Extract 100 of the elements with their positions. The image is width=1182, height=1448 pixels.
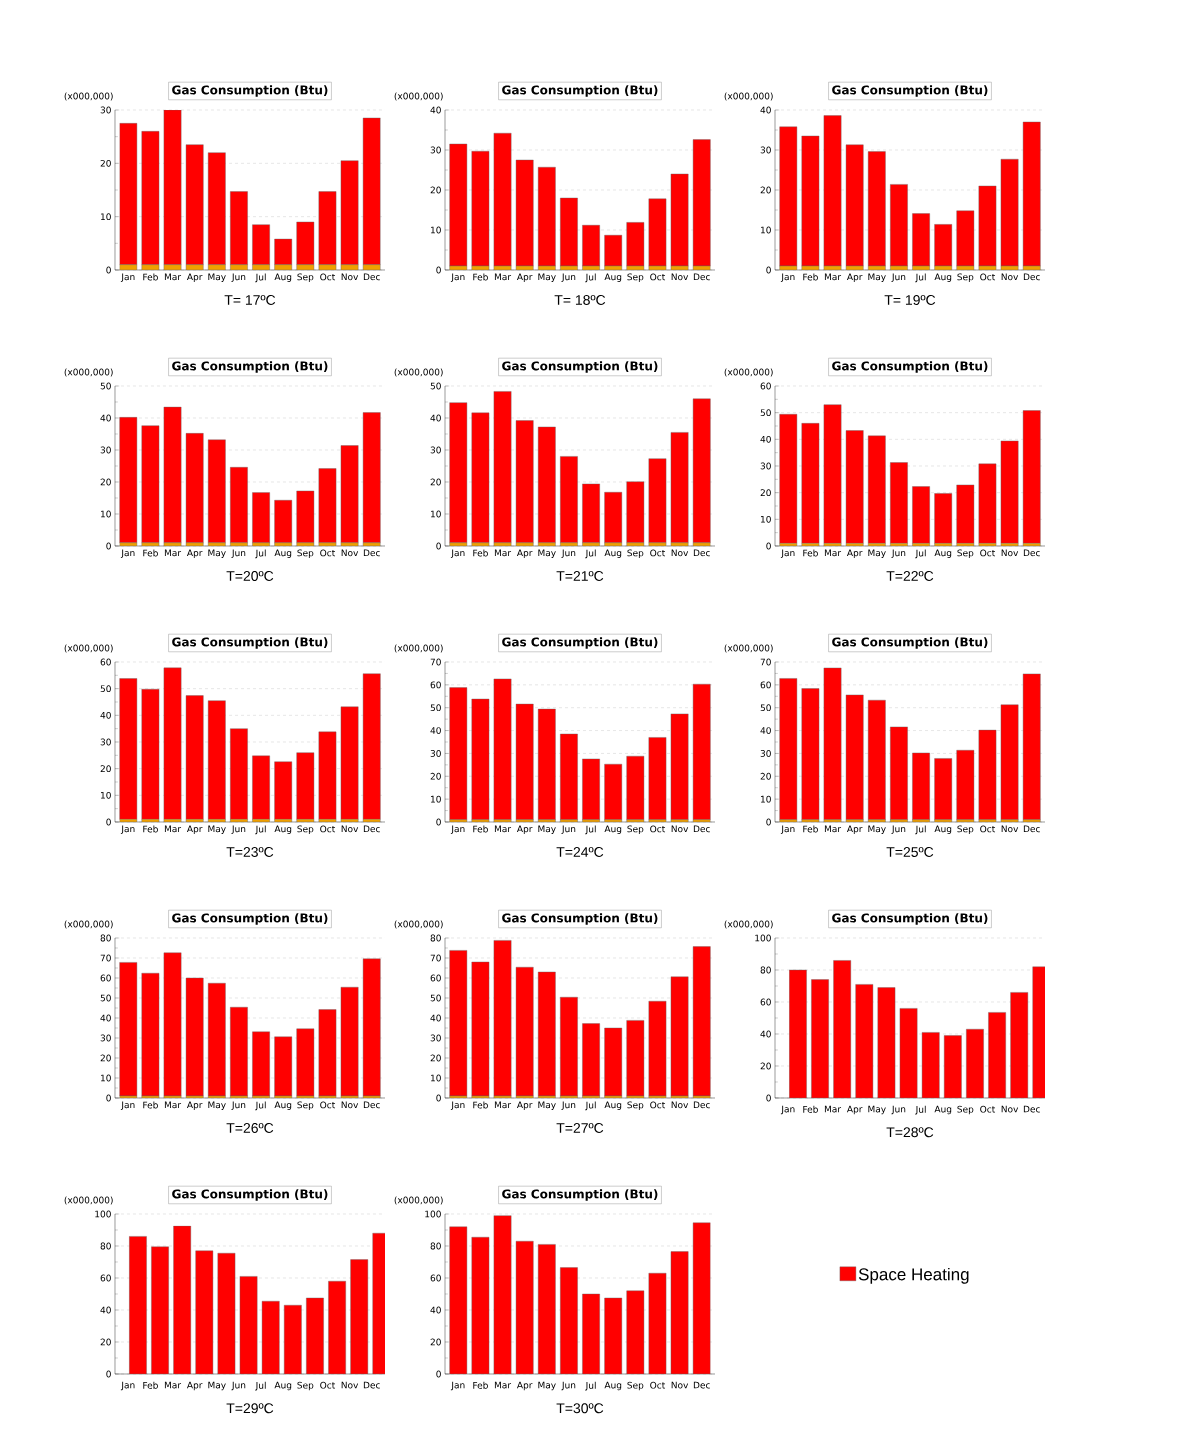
y-tick-label: 50 (430, 382, 441, 390)
x-tick-label: Apr (186, 549, 203, 558)
y-axis-title: (x000,000) (724, 644, 773, 653)
x-tick-label: Oct (650, 549, 666, 557)
x-tick-label: Jun (891, 825, 906, 834)
y-tick-label: 60 (760, 382, 771, 390)
x-tick-label: Apr (846, 825, 863, 834)
y-axis-title: (x000,000) (394, 368, 443, 377)
x-tick-label: May (208, 549, 226, 558)
x-tick-label: Mar (494, 273, 512, 281)
y-tick-label: 40 (430, 1014, 441, 1022)
y-axis-title: (x000,000) (394, 92, 443, 101)
x-tick-label: Oct (650, 825, 666, 833)
x-tick-label: May (868, 273, 886, 282)
x-tick-label: Jan (120, 825, 135, 834)
x-tick-label: Apr (186, 1381, 203, 1391)
x-tick-label: Feb (143, 1101, 158, 1109)
x-tick-label: Oct (320, 1101, 336, 1109)
y-tick-label: 10 (101, 510, 111, 518)
x-tick-label: Dec (693, 825, 710, 833)
x-tick-label: Jan (120, 1101, 135, 1110)
text: Space Heating (858, 1267, 969, 1284)
y-tick-label: 0 (106, 1094, 111, 1102)
y-tick-label: 40 (100, 711, 111, 719)
x-tick-label: Nov (1001, 1105, 1019, 1113)
y-tick-label: 10 (761, 795, 771, 803)
y-axis-title: (x000,000) (724, 368, 773, 377)
y-tick-label: 0 (436, 542, 441, 550)
x-tick-label: Aug (934, 549, 952, 558)
x-tick-label: Jun (231, 1101, 246, 1110)
x-tick-label: Sep (627, 1101, 644, 1111)
x-tick-label: Jul (585, 1381, 596, 1391)
x-tick-label: Mar (494, 1101, 512, 1109)
x-axis-title: T= 19ºC (884, 295, 936, 305)
x-tick-label: Dec (1023, 825, 1040, 833)
chart-title: Gas Consumption (Btu) (172, 913, 328, 925)
y-tick-label: 60 (760, 681, 771, 689)
y-tick-label: 20 (430, 186, 441, 194)
x-tick-label: Nov (341, 549, 359, 557)
x-axis-title: T=23ºC (226, 847, 274, 857)
x-tick-label: Feb (473, 1101, 488, 1109)
x-tick-label: Jan (450, 825, 465, 834)
y-axis-title: (x000,000) (394, 1196, 443, 1205)
x-tick-label: Nov (341, 1101, 359, 1109)
x-tick-label: Jun (231, 549, 246, 558)
y-tick-label: 40 (100, 414, 111, 422)
x-tick-label: Oct (320, 549, 336, 557)
y-tick-label: 10 (101, 1074, 111, 1082)
x-tick-label: Nov (671, 549, 689, 557)
x-tick-label: Mar (164, 549, 182, 557)
y-axis-title: (x000,000) (724, 920, 773, 929)
y-tick-label: 20 (100, 1338, 111, 1346)
y-tick-label: 20 (760, 186, 771, 194)
x-tick-label: Mar (494, 1381, 512, 1389)
y-tick-label: 0 (106, 818, 111, 826)
x-tick-label: Aug (274, 1381, 292, 1391)
x-tick-label: Jul (585, 549, 596, 559)
chart-title: Gas Consumption (Btu) (172, 1189, 328, 1201)
x-tick-label: Jun (231, 825, 246, 834)
x-tick-label: Dec (363, 273, 380, 281)
y-tick-label: 30 (100, 1034, 111, 1042)
x-tick-label: Sep (957, 825, 974, 835)
y-tick-label: 30 (100, 446, 111, 454)
x-tick-label: Feb (803, 1105, 818, 1113)
x-tick-label: Aug (604, 1101, 622, 1110)
y-tick-label: 0 (436, 818, 441, 826)
y-tick-label: 60 (100, 1274, 111, 1282)
x-tick-label: Dec (1023, 1105, 1040, 1113)
y-tick-label: 50 (760, 704, 771, 712)
y-tick-label: 50 (430, 704, 441, 712)
x-tick-label: Dec (363, 1101, 380, 1109)
x-tick-label: Oct (320, 273, 336, 281)
x-tick-label: May (538, 1101, 556, 1110)
x-tick-label: Nov (341, 1381, 359, 1389)
x-tick-label: Sep (627, 549, 644, 559)
x-tick-label: Jul (255, 825, 266, 835)
x-tick-label: Sep (957, 549, 974, 559)
x-tick-label: May (208, 273, 226, 282)
x-tick-label: Apr (186, 1101, 203, 1110)
x-tick-label: Nov (671, 1381, 689, 1389)
y-tick-label: 30 (430, 750, 441, 757)
x-tick-label: Mar (164, 825, 182, 833)
x-tick-label: Jan (120, 1381, 135, 1391)
x-tick-label: Jan (780, 549, 795, 558)
x-axis-title: T=24ºC (556, 847, 604, 857)
y-tick-label: 40 (100, 1014, 111, 1022)
x-tick-label: Jul (255, 1101, 266, 1111)
y-tick-label: 40 (760, 727, 771, 734)
y-tick-label: 0 (106, 542, 111, 550)
x-tick-label: Dec (1023, 549, 1040, 557)
x-tick-label: Jan (450, 1381, 465, 1391)
chart-title: Gas Consumption (Btu) (172, 85, 328, 97)
x-tick-label: Jun (561, 1101, 576, 1110)
x-tick-label: Dec (1023, 273, 1040, 281)
x-tick-label: Oct (980, 549, 996, 557)
x-tick-label: Mar (164, 1381, 182, 1389)
x-tick-label: Aug (274, 1101, 292, 1110)
y-tick-label: 70 (430, 954, 441, 962)
x-tick-label: Jan (450, 273, 465, 282)
x-tick-label: Feb (473, 549, 488, 557)
